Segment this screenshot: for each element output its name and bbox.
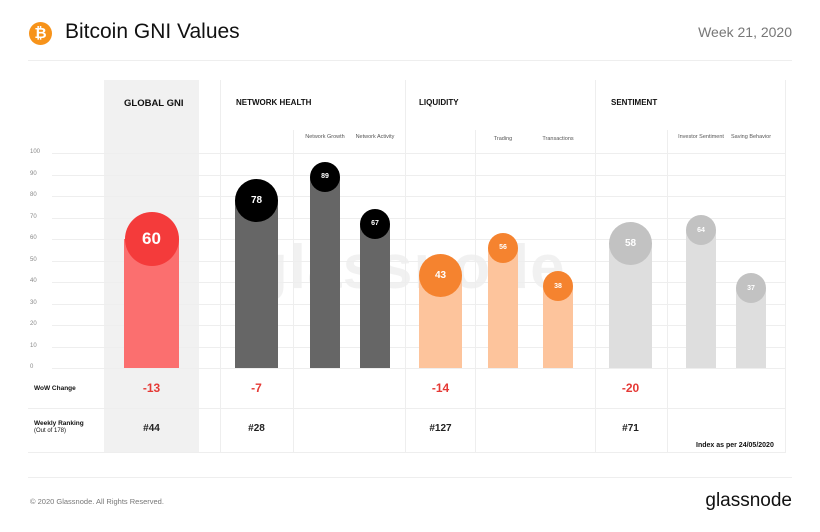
watermark: glassnode [250, 233, 566, 302]
sub-metric-label: Investor Sentiment [678, 134, 724, 140]
gridline [52, 368, 786, 369]
wow-change: -7 [251, 381, 262, 395]
section-1-value-circle: 78 [235, 178, 278, 222]
section-divider [405, 80, 406, 452]
y-tick-label: 70 [30, 213, 37, 220]
section-title: GLOBAL GNI [124, 98, 184, 109]
y-tick-label: 60 [30, 235, 37, 241]
sub-metric-label: Network Growth [305, 134, 345, 140]
y-tick-label: 30 [30, 299, 37, 306]
wow-change: -14 [431, 381, 450, 395]
sub-2-0-value-circle: 56 [488, 232, 518, 263]
weekly-rank: #127 [429, 423, 452, 434]
gridline [52, 239, 786, 240]
row-divider [28, 452, 786, 453]
ranking-sub-label: (Out of 178) [34, 428, 67, 434]
y-tick-label: 80 [30, 192, 37, 198]
y-tick-label: 10 [30, 342, 37, 349]
weekly-rank: #71 [622, 423, 639, 434]
section-1-bar [235, 200, 278, 368]
gridline [52, 196, 786, 197]
section-title: NETWORK HEALTH [236, 98, 312, 107]
y-tick-label: 50 [30, 256, 37, 263]
sub-1-1-bar [360, 223, 390, 368]
sub-metric-label: Network Activity [355, 134, 395, 140]
sub-divider [475, 130, 476, 452]
footer-divider [28, 477, 792, 478]
sub-3-0-value-circle: 64 [686, 215, 716, 246]
page-title: Bitcoin GNI Values [65, 20, 240, 43]
wow-change: -13 [142, 381, 161, 395]
week-label: Week 21, 2020 [698, 24, 792, 40]
sub-3-0-bar [686, 230, 716, 368]
wow-label: WoW Change [34, 385, 76, 392]
sub-metric-label: Transactions [542, 136, 574, 142]
y-tick-label: 20 [30, 321, 37, 327]
y-tick-label: 40 [30, 278, 37, 284]
gridline [52, 260, 786, 262]
wow-change: -20 [621, 381, 640, 395]
sub-2-1-value-circle: 38 [543, 271, 573, 302]
section-0-value-circle: 60 [124, 212, 179, 266]
sub-1-1-value-circle: 67 [360, 208, 390, 239]
glassnode-logo: glassnode [705, 490, 792, 511]
sub-divider [293, 130, 294, 452]
index-note: Index as per 24/05/2020 [696, 442, 774, 449]
gridline [52, 174, 786, 176]
bitcoin-logo-icon: ₿ [29, 22, 52, 45]
section-2-value-circle: 43 [419, 254, 462, 298]
weekly-rank: #44 [143, 423, 160, 434]
gridline [52, 153, 786, 154]
y-tick-label: 0 [30, 364, 34, 370]
y-tick-label: 100 [30, 149, 41, 155]
sub-3-1-value-circle: 37 [736, 273, 766, 304]
sub-1-0-value-circle: 89 [310, 161, 340, 192]
copyright: © 2020 Glassnode. All Rights Reserved. [30, 497, 164, 506]
section-title: LIQUIDITY [419, 98, 459, 107]
ranking-label: Weekly Ranking [34, 420, 84, 427]
section-divider [220, 80, 221, 452]
weekly-rank: #28 [248, 423, 265, 434]
sub-metric-label: Saving Behavior [730, 134, 772, 140]
section-divider [785, 80, 786, 452]
y-tick-label: 90 [30, 170, 37, 177]
gridline [52, 217, 786, 219]
section-3-value-circle: 58 [609, 221, 652, 265]
sub-divider [667, 130, 668, 452]
section-title: SENTIMENT [611, 98, 658, 107]
header-divider [28, 60, 792, 61]
row-divider [28, 408, 786, 409]
sub-1-0-bar [310, 176, 340, 368]
sub-2-0-bar [488, 247, 518, 368]
sub-metric-label: Trading [493, 136, 513, 142]
section-divider [595, 80, 596, 452]
